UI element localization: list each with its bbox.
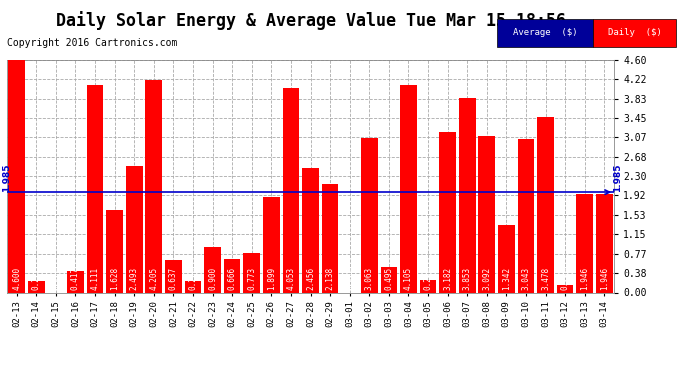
Bar: [146, 80, 162, 292]
Bar: [204, 247, 221, 292]
Bar: [420, 280, 436, 292]
Text: 1.628: 1.628: [110, 267, 119, 291]
Text: 2.456: 2.456: [306, 267, 315, 291]
Text: 2.138: 2.138: [326, 267, 335, 291]
Text: 0.146: 0.146: [561, 267, 570, 291]
Bar: [244, 254, 260, 292]
Bar: [263, 196, 279, 292]
Text: 1.946: 1.946: [600, 267, 609, 291]
Text: 3.043: 3.043: [522, 267, 531, 291]
Text: 3.063: 3.063: [365, 267, 374, 291]
Bar: [518, 139, 534, 292]
Bar: [67, 272, 83, 292]
Bar: [106, 210, 123, 292]
Text: 4.053: 4.053: [286, 267, 295, 291]
Bar: [380, 267, 397, 292]
Text: 4.600: 4.600: [12, 267, 21, 291]
Text: 3.092: 3.092: [482, 267, 491, 291]
Bar: [126, 166, 143, 292]
Bar: [87, 85, 104, 292]
Text: 4.105: 4.105: [404, 267, 413, 291]
Bar: [361, 138, 377, 292]
Bar: [498, 225, 515, 292]
Bar: [185, 280, 201, 292]
Text: 0.000: 0.000: [345, 267, 354, 291]
Text: 1.985: 1.985: [613, 164, 622, 192]
Text: 3.853: 3.853: [463, 267, 472, 291]
Bar: [165, 260, 181, 292]
Text: 4.111: 4.111: [90, 267, 99, 291]
Bar: [322, 184, 338, 292]
Text: 0.773: 0.773: [247, 267, 256, 291]
Text: 3.478: 3.478: [541, 267, 550, 291]
Text: 0.900: 0.900: [208, 267, 217, 291]
Bar: [538, 117, 554, 292]
Bar: [459, 98, 475, 292]
Text: 1.946: 1.946: [580, 267, 589, 291]
Bar: [557, 285, 573, 292]
Text: 1.899: 1.899: [267, 267, 276, 291]
Bar: [302, 168, 319, 292]
Bar: [440, 132, 456, 292]
Bar: [8, 60, 25, 292]
Text: 0.666: 0.666: [228, 267, 237, 291]
Text: 0.495: 0.495: [384, 267, 393, 291]
Text: 1.342: 1.342: [502, 267, 511, 291]
Bar: [478, 136, 495, 292]
Text: 0.637: 0.637: [169, 267, 178, 291]
Text: 0.417: 0.417: [71, 267, 80, 291]
Bar: [576, 194, 593, 292]
Text: 3.182: 3.182: [443, 267, 452, 291]
Text: 0.227: 0.227: [32, 267, 41, 291]
Text: 4.205: 4.205: [149, 267, 158, 291]
Text: Daily Solar Energy & Average Value Tue Mar 15 18:56: Daily Solar Energy & Average Value Tue M…: [55, 11, 566, 30]
Text: 0.236: 0.236: [188, 267, 197, 291]
Text: 1.985: 1.985: [2, 164, 12, 192]
Text: 0.000: 0.000: [51, 267, 60, 291]
Bar: [596, 194, 613, 292]
Text: 2.493: 2.493: [130, 267, 139, 291]
Bar: [224, 259, 241, 292]
Bar: [400, 85, 417, 292]
Bar: [28, 281, 45, 292]
Text: Daily  ($): Daily ($): [608, 28, 662, 38]
Text: 0.245: 0.245: [424, 267, 433, 291]
Text: Average  ($): Average ($): [513, 28, 578, 38]
Bar: [283, 88, 299, 292]
Text: Copyright 2016 Cartronics.com: Copyright 2016 Cartronics.com: [7, 38, 177, 48]
